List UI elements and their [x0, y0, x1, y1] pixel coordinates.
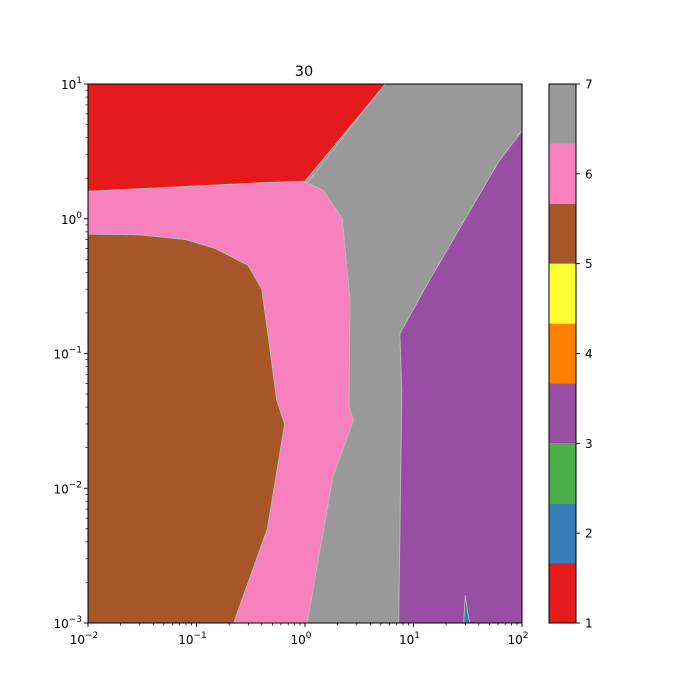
colorbar-band	[549, 263, 576, 324]
contour-region-level-3	[398, 130, 522, 623]
colorbar-tick-label: 4	[585, 347, 593, 361]
colorbar: 1 2 3 4 5 6 7	[548, 78, 593, 631]
y-tick-label: 101	[61, 76, 82, 92]
contour-region-level-6	[88, 180, 354, 623]
y-tick-label: 100	[61, 211, 82, 227]
colorbar-band	[549, 443, 576, 504]
x-tick-label: 101	[399, 631, 420, 647]
x-tick-label: 10−1	[178, 631, 207, 647]
contour-region-level-1	[88, 84, 386, 192]
y-tick-label: 10−3	[53, 615, 82, 631]
colorbar-tick-label: 1	[585, 617, 593, 631]
y-tick-label: 10−2	[53, 480, 82, 496]
chart-title: 30	[295, 64, 313, 80]
colorbar-tick-label: 2	[585, 527, 593, 541]
x-tick-label: 102	[507, 631, 528, 647]
colorbar-tick-label: 5	[585, 257, 593, 271]
y-tick-label: 10−1	[53, 346, 82, 362]
colorbar-band	[549, 563, 576, 623]
plot-area	[87, 83, 523, 624]
x-tick-label: 100	[290, 631, 311, 647]
colorbar-band	[549, 503, 576, 564]
contour-region-level-2	[463, 595, 471, 623]
x-tick-label: 10−2	[70, 631, 99, 647]
x-axis: 10−2 10−1 100 101 102	[70, 623, 529, 647]
colorbar-band	[549, 383, 576, 444]
colorbar-band	[549, 323, 576, 384]
colorbar-band	[549, 143, 576, 204]
colorbar-tick-label: 7	[585, 78, 593, 92]
y-axis: 10−3 10−2 10−1 100 101	[53, 76, 88, 631]
colorbar-band	[549, 203, 576, 264]
colorbar-band	[549, 84, 576, 144]
colorbar-tick-label: 6	[585, 167, 593, 181]
contour-regions	[88, 84, 522, 623]
colorbar-tick-label: 3	[585, 437, 593, 451]
